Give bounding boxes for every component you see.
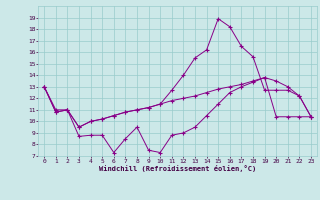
X-axis label: Windchill (Refroidissement éolien,°C): Windchill (Refroidissement éolien,°C) — [99, 165, 256, 172]
